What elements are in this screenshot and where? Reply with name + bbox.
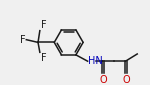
Text: F: F — [20, 35, 25, 45]
Text: O: O — [99, 75, 107, 85]
Text: F: F — [41, 20, 46, 30]
Text: HN: HN — [88, 56, 102, 66]
Text: O: O — [123, 75, 130, 85]
Text: F: F — [41, 53, 46, 63]
